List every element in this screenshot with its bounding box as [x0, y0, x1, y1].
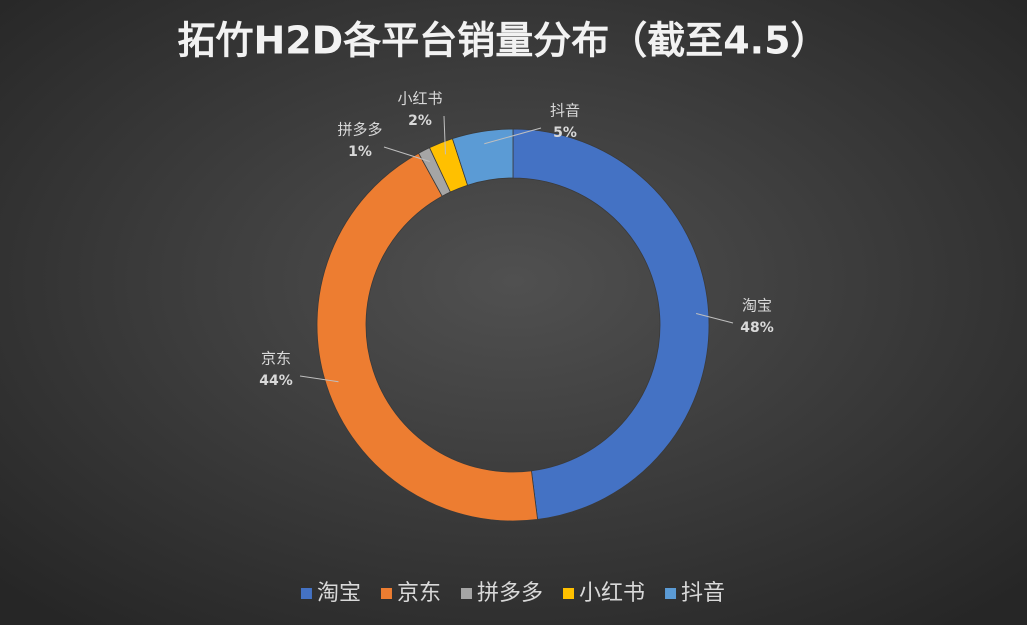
data-label-value: 2%	[408, 113, 432, 129]
legend-swatch	[665, 588, 677, 599]
data-label-name: 京东	[261, 350, 291, 368]
legend-swatch	[380, 588, 392, 599]
donut-slice	[451, 128, 514, 186]
legend-swatch	[563, 588, 575, 599]
data-label-name: 淘宝	[742, 297, 772, 315]
legend-label: 京东	[397, 581, 441, 606]
legend-label: 淘宝	[317, 581, 361, 606]
leader-line	[484, 127, 542, 145]
legend-swatch	[300, 588, 312, 599]
leader-line	[383, 146, 430, 162]
donut-slice	[316, 152, 539, 522]
leader-line	[696, 312, 734, 324]
leader-line	[443, 115, 446, 155]
data-label-name: 拼多多	[337, 121, 382, 139]
data-label-name: 抖音	[550, 102, 580, 120]
legend-label: 拼多多	[477, 581, 543, 606]
data-label-value: 48%	[740, 320, 774, 336]
legend-swatch	[460, 588, 472, 599]
leader-line	[299, 375, 339, 383]
donut-slice	[512, 128, 710, 520]
data-label-name: 小红书	[397, 90, 442, 108]
legend-label: 小红书	[579, 581, 645, 606]
legend-label: 抖音	[681, 581, 725, 606]
chart-title: 拓竹H2D各平台销量分布（截至4.5）	[177, 19, 828, 63]
data-label-value: 1%	[348, 144, 372, 160]
data-label-value: 5%	[553, 125, 577, 141]
data-label-value: 44%	[259, 373, 293, 389]
